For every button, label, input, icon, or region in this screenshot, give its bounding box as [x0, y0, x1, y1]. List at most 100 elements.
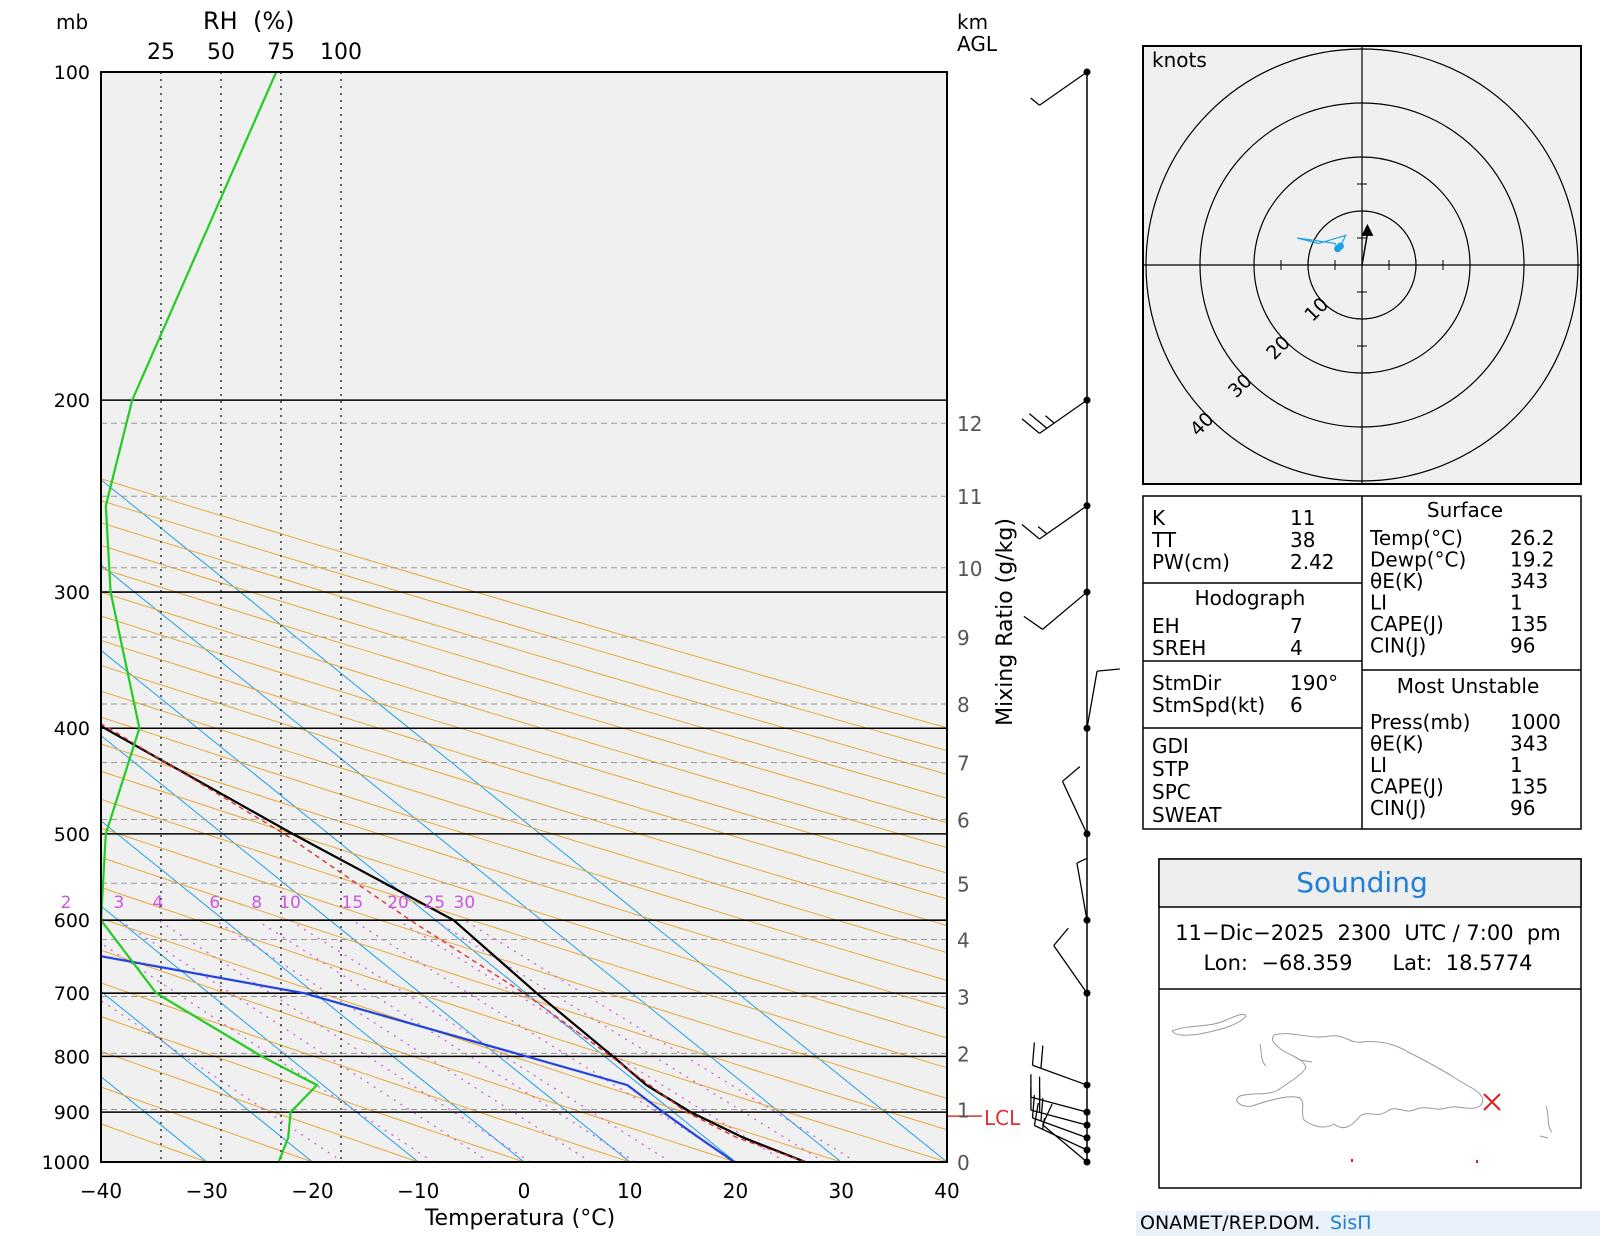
index-name: LI — [1370, 591, 1387, 615]
dry-adiabat — [101, 640, 947, 900]
km-tick-label: 5 — [957, 872, 970, 896]
barb-flag — [1053, 927, 1069, 947]
pressure-tick-label: 400 — [54, 718, 90, 740]
sounding-info: Sounding 11−Dic−2025 2300 UTC / 7:00 pm … — [1158, 858, 1582, 1189]
barb-flag — [1028, 413, 1048, 429]
wind-barb — [1061, 766, 1091, 838]
profile-line-1 — [101, 955, 736, 1162]
surface-section-title: Surface — [1427, 498, 1503, 522]
barb-staff — [1039, 399, 1088, 434]
barb-staff — [1032, 1064, 1088, 1086]
temp-tick-label: −20 — [291, 1179, 333, 1203]
barb-half — [1045, 415, 1055, 424]
index-name: K — [1152, 506, 1166, 530]
index-name: Press(mb) — [1370, 710, 1470, 734]
index-value: 7 — [1290, 614, 1303, 638]
index-name: SWEAT — [1152, 803, 1222, 827]
mixing-ratio-label: 8 — [251, 893, 262, 913]
km-tick-label: 7 — [957, 751, 970, 775]
index-value: 190° — [1290, 671, 1338, 695]
mixing-ratio-label: 15 — [342, 893, 364, 913]
km-tick-label: 1 — [957, 1098, 970, 1122]
hodograph-section-title: Hodograph — [1195, 586, 1306, 610]
wind-barbs — [1021, 68, 1120, 1166]
temp-tick-label: 40 — [934, 1179, 959, 1203]
km-label: km — [957, 10, 988, 34]
dry-adiabat — [101, 743, 947, 1010]
km-tick-label: 3 — [957, 986, 970, 1010]
barb-staff — [1086, 671, 1098, 729]
dry-adiabat — [101, 827, 947, 1099]
footer-system: SisΠ — [1330, 1212, 1372, 1234]
wind-barb — [1031, 1042, 1091, 1089]
sounding-title: Sounding — [1296, 866, 1427, 899]
pressure-tick-label: 500 — [54, 824, 90, 846]
km-tick-label: 10 — [957, 557, 982, 581]
wind-barb — [1021, 396, 1091, 434]
storm-motion-vector — [1361, 233, 1369, 266]
index-value: 1 — [1510, 591, 1523, 615]
index-value: 26.2 — [1510, 526, 1555, 550]
hodograph-point — [1334, 245, 1342, 253]
wind-barb — [1076, 857, 1091, 924]
wind-barb — [1023, 588, 1091, 630]
rh-tick-label: 100 — [320, 40, 362, 65]
barb-flag — [1040, 1045, 1044, 1069]
dry-adiabat — [101, 949, 736, 1162]
sounding-datetime: 11−Dic−2025 2300 UTC / 7:00 pm — [1175, 921, 1560, 945]
barb-half — [1041, 1117, 1046, 1130]
temp-tick-label: 20 — [723, 1179, 748, 1203]
km-tick-label: 8 — [957, 693, 970, 717]
dry-adiabat — [101, 664, 947, 927]
pressure-tick-label: 100 — [54, 62, 90, 84]
barb-flag — [1031, 1095, 1036, 1118]
barb-staff — [1076, 862, 1088, 921]
pressure-tick-label: 800 — [54, 1046, 90, 1068]
rh-title: RH (%) — [203, 7, 295, 35]
index-value: 1000 — [1510, 710, 1561, 734]
index-value: 96 — [1510, 634, 1535, 658]
km-tick-label: 6 — [957, 808, 970, 832]
index-name: StmSpd(kt) — [1152, 693, 1265, 717]
index-name: STP — [1152, 757, 1189, 781]
mixing-ratio-line — [118, 919, 490, 1162]
dry-adiabat — [101, 1050, 419, 1162]
index-name: CAPE(J) — [1370, 775, 1444, 799]
dry-adiabat — [101, 886, 947, 1162]
isotherm — [101, 564, 842, 1162]
index-name: CIN(J) — [1370, 796, 1426, 820]
hodograph-units: knots — [1152, 48, 1207, 72]
unstable-section-title: Most Unstable — [1397, 674, 1540, 698]
barb-half — [1076, 857, 1088, 864]
barb-flag — [1062, 766, 1081, 782]
barb-staff — [1039, 71, 1088, 106]
dry-adiabat — [101, 1016, 525, 1162]
index-name: StmDir — [1152, 671, 1222, 695]
mixing-ratio-title: Mixing Ratio (g/kg) — [993, 518, 1018, 726]
profile-line-3 — [101, 72, 319, 1162]
barb-staff — [1061, 781, 1088, 835]
index-value: 19.2 — [1510, 548, 1555, 572]
mixing-ratio-label: 6 — [209, 893, 220, 913]
isotherm — [101, 905, 419, 1162]
index-name: θE(K) — [1370, 569, 1424, 593]
isotherm — [101, 734, 631, 1162]
wind-barb — [1021, 502, 1091, 540]
dry-adiabat — [101, 798, 947, 1069]
index-name: PW(cm) — [1152, 550, 1230, 574]
dry-adiabat — [101, 917, 842, 1162]
lcl-label: LCL — [984, 1106, 1021, 1130]
temp-tick-label: 10 — [617, 1179, 642, 1203]
km-tick-label: 2 — [957, 1042, 970, 1066]
dry-adiabat — [101, 856, 947, 1131]
temp-tick-label: −10 — [397, 1179, 439, 1203]
isotherm — [101, 649, 736, 1162]
pressure-tick-label: 300 — [54, 582, 90, 604]
rh-tick-label: 25 — [147, 40, 175, 65]
barb-flag — [1033, 1102, 1039, 1126]
barb-staff — [1039, 505, 1088, 540]
km-tick-label: 0 — [957, 1151, 970, 1175]
index-value: 135 — [1510, 775, 1548, 799]
